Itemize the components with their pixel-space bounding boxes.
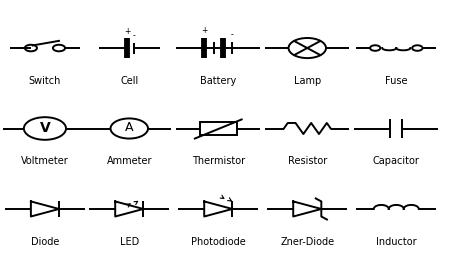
- Text: Ammeter: Ammeter: [107, 156, 152, 166]
- Text: Diode: Diode: [31, 237, 59, 247]
- Text: Voltmeter: Voltmeter: [21, 156, 69, 166]
- Text: Thermistor: Thermistor: [191, 156, 245, 166]
- Text: Battery: Battery: [200, 76, 237, 86]
- Text: LED: LED: [119, 237, 139, 247]
- Text: Switch: Switch: [29, 76, 61, 86]
- Text: Cell: Cell: [120, 76, 138, 86]
- Bar: [200, 122, 237, 135]
- Text: Capacitor: Capacitor: [373, 156, 419, 166]
- Text: -: -: [133, 32, 135, 41]
- Text: Zner-Diode: Zner-Diode: [280, 237, 334, 247]
- Text: Photodiode: Photodiode: [191, 237, 246, 247]
- Text: +: +: [124, 27, 130, 36]
- Text: A: A: [125, 122, 134, 134]
- Text: Lamp: Lamp: [293, 76, 321, 86]
- Text: Fuse: Fuse: [385, 76, 408, 86]
- Text: +: +: [201, 26, 208, 35]
- Text: Inductor: Inductor: [376, 237, 417, 247]
- Text: V: V: [39, 121, 50, 135]
- Text: Resistor: Resistor: [288, 156, 327, 166]
- Text: -: -: [231, 30, 234, 39]
